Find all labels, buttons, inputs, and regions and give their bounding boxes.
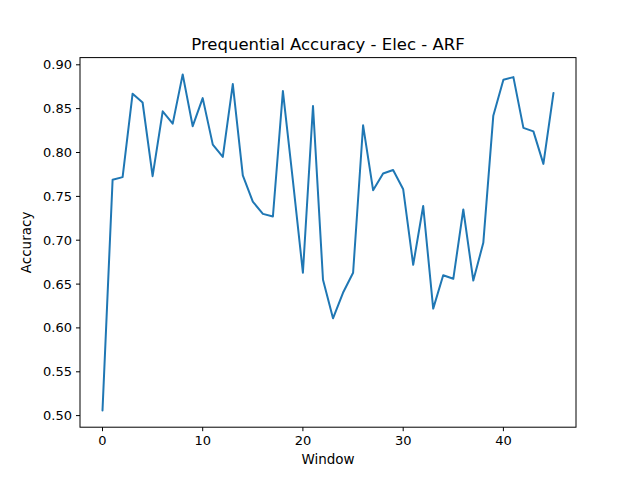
figure-canvas: 0 10 20 30 40 0.50 0.55 0.60 0.65 0.70 0.75 0.80 0.8…: [0, 0, 640, 480]
y-tick-label: 0.90: [43, 57, 72, 72]
y-tick-label: 0.50: [43, 408, 72, 423]
x-axis-label: Window: [301, 451, 354, 467]
y-tick-label: 0.55: [43, 364, 72, 379]
line-chart: 0 10 20 30 40 0.50 0.55 0.60 0.65 0.70 0.75 0.80 0.8…: [0, 0, 640, 480]
y-tick-label: 0.85: [43, 101, 72, 116]
x-tick-label: 40: [495, 433, 512, 448]
y-tick-label: 0.80: [43, 145, 72, 160]
x-tick-label: 10: [194, 433, 211, 448]
x-tick-label: 30: [395, 433, 412, 448]
y-tick-label: 0.70: [43, 233, 72, 248]
y-tick-label: 0.75: [43, 189, 72, 204]
x-tick-label: 20: [295, 433, 312, 448]
y-tick-label: 0.60: [43, 320, 72, 335]
plot-area: [80, 58, 576, 428]
x-tick-label: 0: [98, 433, 106, 448]
y-axis-label: Accuracy: [18, 212, 34, 274]
y-tick-label: 0.65: [43, 277, 72, 292]
chart-title: Prequential Accuracy - Elec - ARF: [191, 35, 464, 54]
